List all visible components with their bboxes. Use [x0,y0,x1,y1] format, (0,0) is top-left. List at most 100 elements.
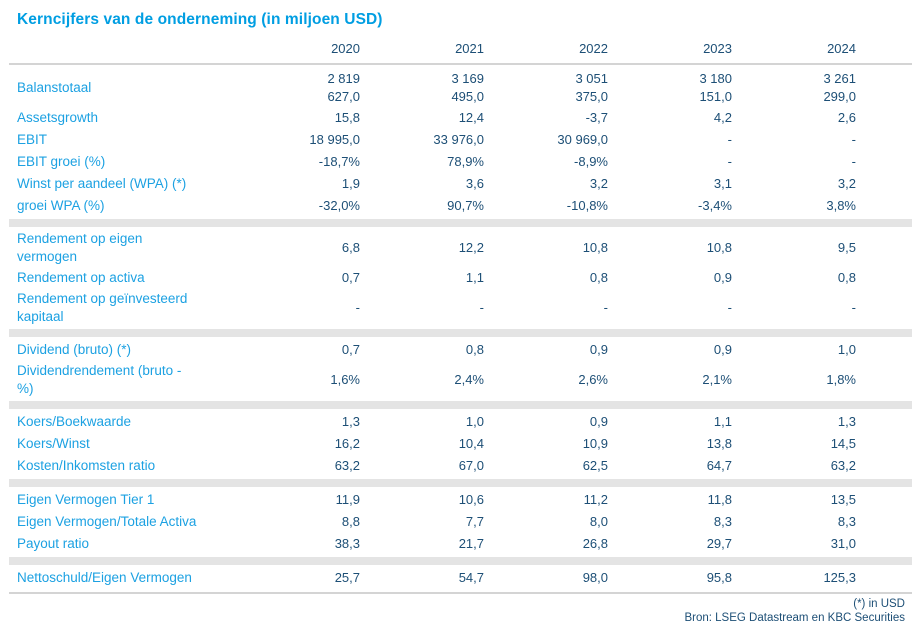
key-figures-table: 2020 2021 2022 2023 2024 Balanstotaal 2 8… [9,39,912,594]
year-header-2021: 2021 [455,41,484,56]
row-value: 11,8 [707,492,732,507]
row-value: 31,0 [830,536,856,551]
row-value: 1,3 [837,414,856,429]
table-row: Koers/Winst 16,2 10,4 10,9 13,8 14,5 [9,433,912,455]
row-value: 3,1 [713,176,732,191]
footnote-usd: (*) in USD [853,598,905,610]
row-value: 6,8 [341,240,360,255]
row-value: 63,2 [830,458,856,473]
row-value: - [851,132,856,147]
row-value: 0,9 [713,270,732,285]
table-row: Balanstotaal 2 819 627,0 3 169 495,0 3 051 … [9,69,912,107]
row-value: 90,7% [447,198,484,213]
table-row: Koers/Boekwaarde 1,3 1,0 0,9 1,1 1,3 [9,411,912,433]
row-value: 2,4% [454,372,484,387]
row-value: 21,7 [458,536,484,551]
row-label: Winst per aandeel (WPA) (*) [17,176,187,191]
row-value: - [851,300,856,315]
row-value: 30 969,0 [557,132,608,147]
row-label: Rendement op activa [17,270,145,285]
table-row: groei WPA (%) -32,0% 90,7% -10,8% -3,4% 3,8% [9,195,912,217]
row-value: 3,6 [465,176,484,191]
table-body: Balanstotaal 2 819 627,0 3 169 495,0 3 051 … [9,69,912,589]
row-value: 1,1 [465,270,484,285]
table-row: Dividendrendement (bruto - %) 1,6% 2,4% 2,6… [9,361,912,399]
row-label: Assetsgrowth [17,110,99,125]
page-title: Kerncijfers van de onderneming (in miljo… [17,11,383,28]
row-label: Balanstotaal [17,80,92,95]
table-row: EBIT groei (%) -18,7% 78,9% -8,9% - - [9,151,912,173]
row-value: 1,8% [826,372,856,387]
row-value: 1,9 [341,176,360,191]
row-value: 18 995,0 [309,132,360,147]
row-value: - [727,132,732,147]
row-value: - [355,300,360,315]
section-separator [9,479,912,487]
row-value: 0,9 [713,342,732,357]
section-separator [9,557,912,565]
row-value: 12,4 [458,110,484,125]
table-row: EBIT 18 995,0 33 976,0 30 969,0 - - [9,129,912,151]
row-value: 3,2 [589,176,608,191]
table-row: Rendement op eigen vermogen 6,8 12,2 10,8 10… [9,229,912,267]
year-header-2024: 2024 [827,41,856,56]
row-value: - [603,300,608,315]
row-value: 10,8 [582,240,608,255]
row-value: 25,7 [334,570,360,585]
row-value: 33 976,0 [433,132,484,147]
table-row: Rendement op geïnvesteerd kapitaal - - - - - [9,289,912,327]
section-separator [9,401,912,409]
row-value: 0,9 [589,414,608,429]
row-value: 125,3 [823,570,856,585]
table-row: Dividend (bruto) (*) 0,7 0,8 0,9 0,9 1,0 [9,339,912,361]
row-value: 1,6% [330,372,360,387]
row-value: - [479,300,484,315]
table-row: Payout ratio 38,3 21,7 26,8 29,7 31,0 [9,533,912,555]
row-value: - [727,154,732,169]
row-value: 78,9% [447,154,484,169]
row-value: 8,3 [837,514,856,529]
row-label: Eigen Vermogen/Totale Activa [17,514,197,529]
source-attribution: Bron: LSEG Datastream en KBC Securities [684,612,905,624]
table-footer: (*) in USD Bron: LSEG Datastream en KBC … [9,597,912,625]
row-value: 63,2 [334,458,360,473]
row-value: 13,5 [830,492,856,507]
row-value: 64,7 [706,458,732,473]
row-value: 3 261 299,0 [823,71,856,104]
row-value: -18,7% [318,154,360,169]
row-value: - [851,154,856,169]
row-value: 15,8 [334,110,360,125]
row-value: -8,9% [574,154,608,169]
row-value: 8,0 [589,514,608,529]
row-value: 1,0 [465,414,484,429]
row-value: 95,8 [706,570,732,585]
row-value: 1,0 [837,342,856,357]
row-label: groei WPA (%) [17,198,105,213]
row-value: 4,2 [713,110,732,125]
row-label: Rendement op eigen vermogen [17,231,143,264]
row-value: 62,5 [582,458,608,473]
section-separator [9,329,912,337]
row-label: Rendement op geïnvesteerd kapitaal [17,291,188,324]
row-value: 2,1% [702,372,732,387]
table-row: Kosten/Inkomsten ratio 63,2 67,0 62,5 64,7 63… [9,455,912,477]
row-value: 12,2 [458,240,484,255]
row-value: 10,4 [458,436,484,451]
bottom-rule [9,592,912,594]
row-label: Koers/Winst [17,436,90,451]
row-value: 3 180 151,0 [699,71,732,104]
year-header-2023: 2023 [703,41,732,56]
header-rule [9,63,912,65]
row-value: - [727,300,732,315]
row-label: Kosten/Inkomsten ratio [17,458,156,473]
row-value: 1,1 [713,414,732,429]
row-label: Eigen Vermogen Tier 1 [17,492,155,507]
row-value: 1,3 [341,414,360,429]
table-row: Eigen Vermogen/Totale Activa 8,8 7,7 8,0 8,3… [9,511,912,533]
row-value: 10,6 [458,492,484,507]
row-value: 0,9 [589,342,608,357]
table-row: Winst per aandeel (WPA) (*) 1,9 3,6 3,2 3,1 3… [9,173,912,195]
row-value: 8,3 [713,514,732,529]
row-value: -3,7 [585,110,608,125]
row-value: 7,7 [465,514,484,529]
